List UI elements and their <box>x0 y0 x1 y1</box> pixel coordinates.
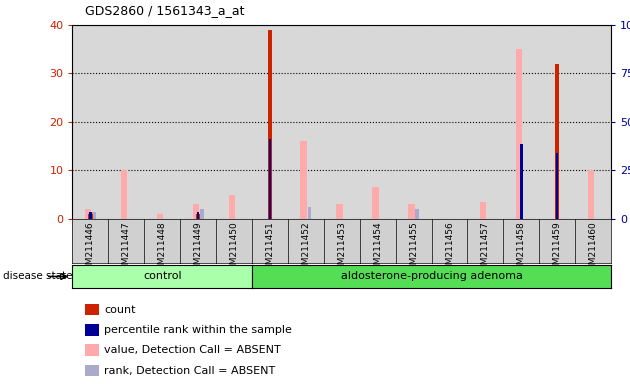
Bar <box>516 49 522 219</box>
Bar <box>88 214 93 219</box>
Bar <box>157 214 163 219</box>
Bar <box>268 30 272 219</box>
Bar <box>121 170 127 219</box>
Text: rank, Detection Call = ABSENT: rank, Detection Call = ABSENT <box>104 366 275 376</box>
Text: GSM211455: GSM211455 <box>409 221 418 276</box>
Bar <box>196 214 200 219</box>
Bar <box>408 204 415 219</box>
Text: GSM211453: GSM211453 <box>337 221 346 276</box>
Bar <box>197 212 199 219</box>
Text: disease state: disease state <box>3 271 72 281</box>
Bar <box>556 154 558 219</box>
Text: control: control <box>143 271 181 281</box>
Bar <box>89 212 91 219</box>
Text: GSM211452: GSM211452 <box>301 221 311 276</box>
Bar <box>520 144 522 219</box>
Bar <box>269 139 271 219</box>
Text: GSM211447: GSM211447 <box>122 221 131 276</box>
Text: GSM211454: GSM211454 <box>373 221 382 276</box>
Bar <box>229 195 235 219</box>
Text: GSM211446: GSM211446 <box>86 221 95 276</box>
Text: GSM211448: GSM211448 <box>158 221 167 276</box>
Bar <box>307 207 311 219</box>
Bar <box>555 64 559 219</box>
Text: percentile rank within the sample: percentile rank within the sample <box>104 325 292 335</box>
Text: GSM211451: GSM211451 <box>265 221 275 276</box>
Text: GSM211459: GSM211459 <box>553 221 562 276</box>
Text: GSM211458: GSM211458 <box>517 221 526 276</box>
Bar <box>415 209 419 219</box>
Bar <box>92 212 96 219</box>
Text: GSM211456: GSM211456 <box>445 221 454 276</box>
Text: GSM211457: GSM211457 <box>481 221 490 276</box>
Bar <box>336 204 343 219</box>
Bar <box>200 209 203 219</box>
Bar <box>588 170 594 219</box>
Text: count: count <box>104 305 135 314</box>
Text: GDS2860 / 1561343_a_at: GDS2860 / 1561343_a_at <box>85 4 244 17</box>
Text: GSM211460: GSM211460 <box>588 221 598 276</box>
Bar <box>480 202 486 219</box>
Bar <box>372 187 379 219</box>
Text: aldosterone-producing adenoma: aldosterone-producing adenoma <box>341 271 522 281</box>
Text: GSM211449: GSM211449 <box>193 221 203 276</box>
Bar <box>301 141 307 219</box>
Bar <box>193 204 199 219</box>
Text: value, Detection Call = ABSENT: value, Detection Call = ABSENT <box>104 345 281 355</box>
Text: GSM211450: GSM211450 <box>229 221 239 276</box>
Bar <box>85 209 91 219</box>
